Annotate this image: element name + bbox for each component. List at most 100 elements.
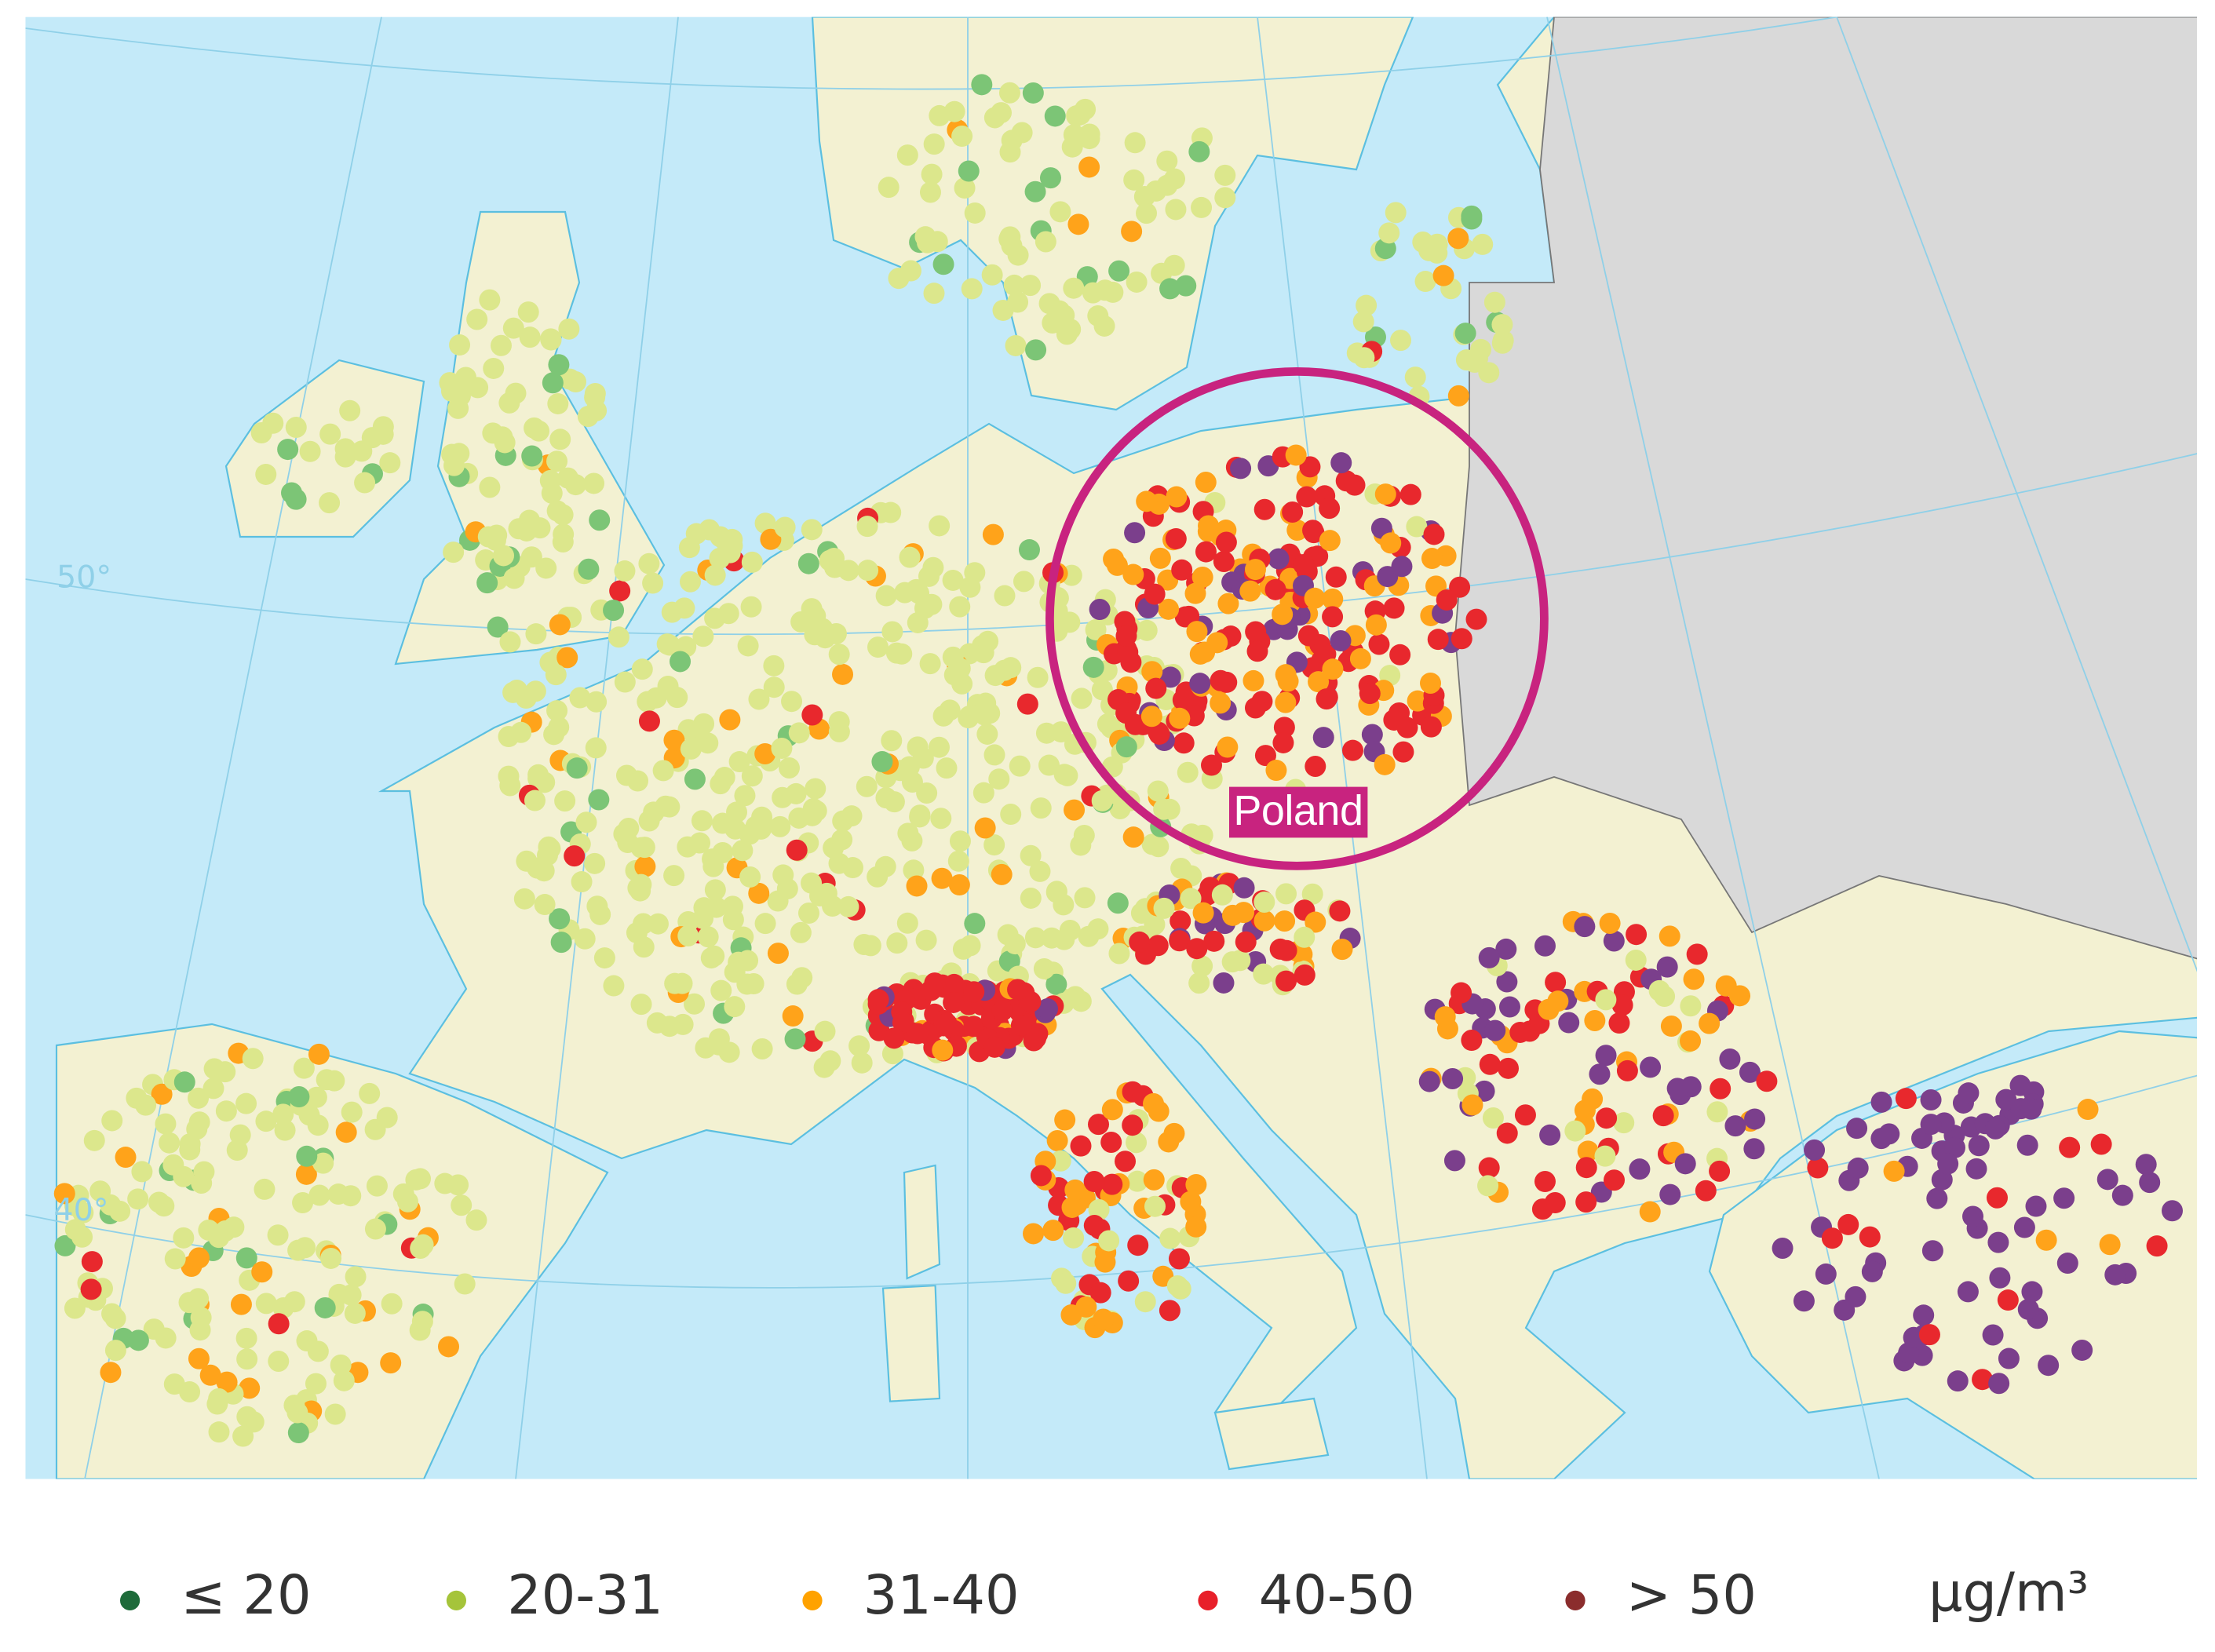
station-dot bbox=[1085, 618, 1107, 640]
station-dot bbox=[314, 1296, 336, 1318]
station-dot bbox=[697, 926, 719, 948]
station-dot bbox=[465, 1209, 487, 1231]
non-covered-area bbox=[1454, 16, 2197, 960]
station-dot bbox=[971, 74, 993, 96]
station-dot bbox=[364, 1218, 386, 1240]
station-dot bbox=[1356, 294, 1378, 316]
station-dot bbox=[1143, 1169, 1165, 1191]
station-dot bbox=[1972, 1369, 1994, 1391]
station-dot bbox=[267, 1224, 289, 1246]
station-dot bbox=[334, 446, 356, 468]
station-dot bbox=[159, 1132, 181, 1154]
station-dot bbox=[2090, 1133, 2112, 1155]
station-dot bbox=[974, 817, 996, 839]
station-dot bbox=[977, 630, 999, 652]
station-dot bbox=[1699, 1012, 1721, 1034]
station-dot bbox=[1148, 836, 1170, 858]
station-dot bbox=[571, 871, 593, 893]
station-dot bbox=[930, 808, 952, 830]
station-dot bbox=[1756, 1070, 1778, 1092]
station-dot bbox=[801, 704, 823, 726]
station-dot bbox=[308, 1184, 330, 1206]
station-dot bbox=[608, 626, 629, 648]
station-dot bbox=[670, 651, 692, 673]
station-dot bbox=[704, 564, 726, 586]
station-dot bbox=[236, 1348, 258, 1370]
station-dot bbox=[1000, 657, 1022, 679]
station-dot bbox=[1596, 1107, 1618, 1129]
station-dot bbox=[1000, 804, 1022, 826]
station-dot bbox=[1920, 1114, 1942, 1136]
station-dot bbox=[1472, 233, 1494, 255]
station-dot bbox=[1045, 881, 1067, 903]
station-dot bbox=[1629, 1158, 1651, 1180]
station-dot bbox=[1531, 1198, 1553, 1220]
station-dot bbox=[2013, 1216, 2035, 1238]
station-dot bbox=[923, 133, 945, 155]
station-dot bbox=[673, 597, 695, 619]
station-dot bbox=[1454, 323, 1476, 345]
station-dot bbox=[164, 1248, 186, 1270]
station-dot bbox=[994, 585, 1016, 607]
station-dot bbox=[1151, 262, 1173, 284]
station-dot bbox=[603, 600, 625, 622]
station-dot bbox=[1126, 1132, 1148, 1154]
station-dot bbox=[1275, 664, 1297, 686]
station-dot bbox=[101, 1110, 123, 1132]
station-dot bbox=[188, 1347, 210, 1369]
station-dot bbox=[2038, 1355, 2060, 1377]
station-dot bbox=[881, 621, 903, 643]
station-dot bbox=[1134, 1291, 1156, 1313]
station-dot bbox=[272, 1296, 294, 1318]
station-dot bbox=[1078, 123, 1100, 145]
station-dot bbox=[915, 929, 937, 951]
station-dot bbox=[379, 452, 401, 474]
station-dot bbox=[483, 357, 505, 379]
station-dot bbox=[1706, 1101, 1728, 1123]
station-dot bbox=[785, 782, 807, 804]
station-dot bbox=[1998, 1347, 2020, 1369]
station-dot bbox=[798, 903, 819, 924]
station-dot bbox=[871, 751, 893, 773]
station-dot bbox=[351, 440, 373, 462]
station-dot bbox=[1611, 994, 1633, 1016]
station-dot bbox=[943, 664, 965, 686]
station-dot bbox=[151, 1083, 173, 1105]
station-dot bbox=[848, 1035, 870, 1057]
station-dot bbox=[1577, 1140, 1599, 1162]
station-dot bbox=[1478, 1157, 1500, 1179]
station-dot bbox=[1986, 1187, 2008, 1209]
station-dot bbox=[627, 770, 649, 792]
station-dot bbox=[517, 301, 539, 323]
station-dot bbox=[1118, 1270, 1140, 1292]
station-dot bbox=[791, 967, 813, 989]
station-dot bbox=[1365, 614, 1387, 636]
station-dot bbox=[1330, 452, 1352, 474]
station-dot bbox=[1159, 1300, 1180, 1322]
station-dot bbox=[1921, 1240, 1943, 1262]
station-dot bbox=[819, 1050, 841, 1072]
station-dot bbox=[878, 177, 900, 199]
station-dot bbox=[760, 528, 782, 550]
station-dot bbox=[1030, 797, 1052, 819]
station-dot bbox=[1094, 1251, 1116, 1273]
station-dot bbox=[603, 975, 625, 997]
station-dot bbox=[1253, 963, 1275, 985]
station-dot bbox=[816, 882, 837, 904]
station-dot bbox=[841, 857, 863, 879]
station-dot bbox=[739, 866, 761, 888]
station-dot bbox=[1426, 242, 1448, 264]
station-dot bbox=[1198, 515, 1220, 537]
station-dot bbox=[345, 1266, 367, 1288]
station-dot bbox=[1037, 998, 1059, 1020]
station-dot bbox=[199, 1364, 221, 1386]
station-dot bbox=[1074, 887, 1096, 909]
station-dot bbox=[631, 658, 653, 680]
station-dot bbox=[1344, 474, 1366, 496]
station-dot bbox=[1859, 1226, 1881, 1248]
station-dot bbox=[1918, 1324, 1940, 1346]
station-dot bbox=[524, 680, 546, 702]
station-dot bbox=[443, 542, 465, 563]
station-dot bbox=[1013, 571, 1035, 593]
station-dot bbox=[1330, 629, 1352, 651]
